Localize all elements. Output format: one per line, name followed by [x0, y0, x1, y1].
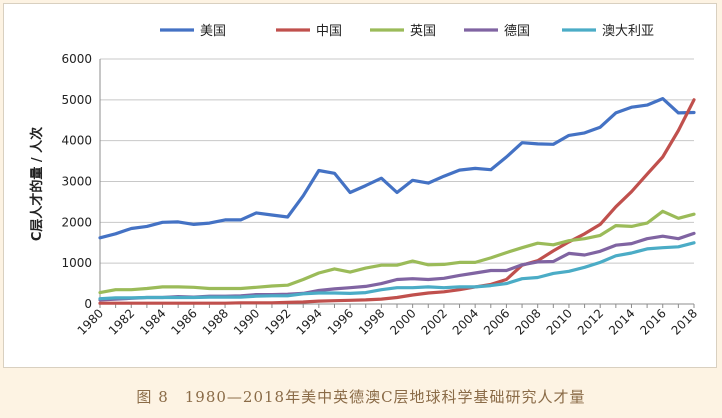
- line-chart: 美国 中国 英国 德国 澳大利亚 0 1000 2000 3000 4000 5000 6000 1…: [29, 23, 700, 338]
- series-layer: [98, 96, 696, 305]
- legend-label: 美国: [200, 24, 226, 39]
- legend: 美国 中国 英国 德国 澳大利亚: [160, 23, 654, 39]
- series-line: [98, 98, 696, 305]
- x-tick-label: 1996: [325, 306, 356, 337]
- x-tick-label: 2010: [544, 306, 575, 337]
- y-axis: 0 1000 2000 3000 4000 5000 6000: [61, 52, 101, 311]
- x-tick-label: 1998: [356, 306, 387, 337]
- x-tick-label: 2006: [481, 306, 512, 337]
- y-tick-label: 5000: [61, 93, 92, 107]
- x-tick-label: 2002: [419, 306, 450, 337]
- series-line: [98, 241, 696, 301]
- series-line: [98, 209, 696, 295]
- y-axis-label: C层人才的量 / 人次: [29, 127, 45, 241]
- y-tick-label: 6000: [61, 52, 92, 66]
- figure-caption: 图 8 1980—2018年美中英德澳C层地球科学基础研究人才量: [136, 388, 586, 406]
- legend-label: 澳大利亚: [602, 23, 654, 39]
- x-tick-label: 2012: [575, 306, 606, 337]
- y-tick-label: 1000: [61, 256, 92, 270]
- y-tick-label: 0: [84, 297, 92, 311]
- x-tick-label: 1992: [262, 306, 293, 337]
- x-tick-label: 1980: [75, 306, 106, 337]
- legend-label: 德国: [504, 24, 530, 39]
- x-tick-label: 1988: [200, 306, 231, 337]
- x-axis: 1980 1982 1984 1986 1988 1990 1992 1994 1996 1998…: [75, 303, 700, 338]
- x-tick-label: 2000: [387, 306, 418, 337]
- x-tick-label: 2008: [512, 306, 543, 337]
- y-tick-label: 2000: [61, 215, 92, 229]
- y-tick-label: 4000: [61, 134, 92, 148]
- x-tick-label: 2014: [606, 306, 637, 337]
- series-line: [98, 96, 696, 240]
- legend-label: 英国: [410, 24, 436, 39]
- x-tick-label: 2004: [450, 306, 481, 337]
- legend-label: 中国: [316, 24, 342, 39]
- x-tick-label: 1984: [137, 306, 168, 337]
- gridlines: [100, 58, 694, 264]
- x-tick-label: 1994: [293, 306, 324, 337]
- x-tick-label: 1990: [231, 306, 262, 337]
- x-tick-label: 2018: [669, 306, 700, 337]
- x-tick-label: 1982: [106, 306, 137, 337]
- plot-panel: 美国 中国 英国 德国 澳大利亚 0 1000 2000 3000 4000 5000 6000 1…: [3, 3, 717, 368]
- x-tick-label: 1986: [168, 306, 199, 337]
- x-tick-label: 2016: [637, 306, 668, 337]
- y-tick-label: 3000: [61, 175, 92, 189]
